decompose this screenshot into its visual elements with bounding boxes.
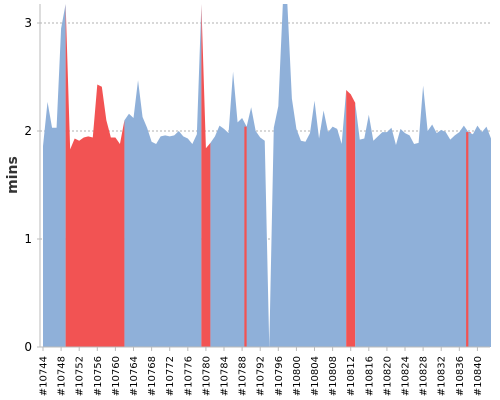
y-tick-label: 1 xyxy=(24,232,32,246)
x-tick-label: #10788 xyxy=(238,356,249,396)
x-tick-label: #10752 xyxy=(75,356,86,396)
x-tick-label: #10756 xyxy=(93,356,104,396)
failed-build-area xyxy=(65,4,125,347)
failed-build-area xyxy=(346,89,356,348)
x-tick-label: #10840 xyxy=(473,356,484,396)
x-tick-label: #10812 xyxy=(346,356,357,396)
y-axis-label: mins xyxy=(5,156,21,194)
x-tick-label: #10744 xyxy=(39,356,50,396)
x-tick-label: #10824 xyxy=(401,356,412,396)
passed-build-area xyxy=(468,125,491,347)
passed-build-area xyxy=(269,4,347,347)
x-tick-label: #10836 xyxy=(455,356,466,396)
x-tick-label: #10784 xyxy=(220,356,231,396)
x-tick-label: #10808 xyxy=(328,356,339,396)
y-tick-labels: 0 1 2 3 xyxy=(24,16,40,354)
x-tick-label: #10776 xyxy=(183,356,194,396)
y-tick-label: 3 xyxy=(24,16,32,30)
x-tick-label: #10780 xyxy=(201,356,212,396)
x-tick-label: #10796 xyxy=(274,356,285,396)
x-tick-label: #10772 xyxy=(165,356,176,396)
passed-build-area xyxy=(246,107,270,348)
x-tick-label: #10792 xyxy=(256,356,267,396)
x-tick-label: #10804 xyxy=(310,356,321,396)
duration-area-series xyxy=(43,4,491,348)
x-tick-label: #10764 xyxy=(129,356,140,396)
y-tick-label: 0 xyxy=(24,340,32,354)
passed-build-area xyxy=(124,4,202,347)
x-tick-labels: #10744 #10748 #10752 #10756 #10760 #10764 #107… xyxy=(39,347,484,396)
x-tick-label: #10832 xyxy=(437,356,448,396)
failed-build-area xyxy=(201,4,211,347)
y-tick-label: 2 xyxy=(24,124,32,138)
x-tick-label: #10828 xyxy=(419,356,430,396)
passed-build-area xyxy=(210,71,247,347)
x-tick-label: #10800 xyxy=(292,356,303,396)
x-tick-label: #10760 xyxy=(111,356,122,396)
passed-build-area xyxy=(355,85,469,347)
x-tick-label: #10748 xyxy=(57,356,68,396)
x-tick-label: #10816 xyxy=(364,356,375,396)
x-tick-label: #10768 xyxy=(147,356,158,396)
passed-build-area xyxy=(43,4,66,347)
x-tick-label: #10820 xyxy=(382,356,393,396)
